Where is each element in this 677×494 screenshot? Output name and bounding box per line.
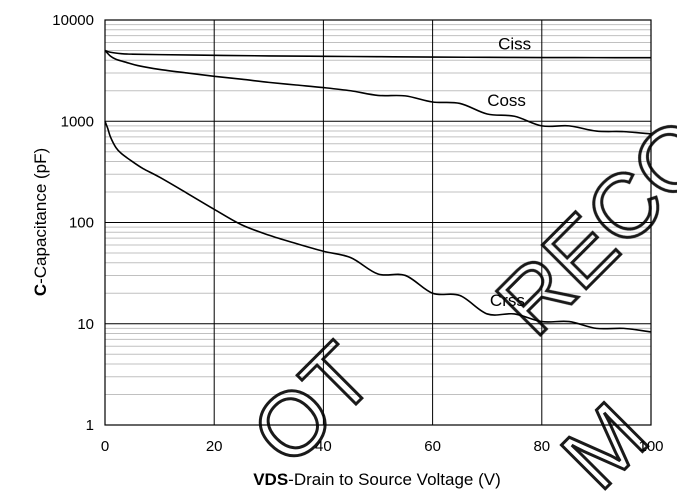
series-line-ciss <box>104 49 652 59</box>
x-tick-label: 0 <box>101 438 109 455</box>
x-tick-label: 100 <box>638 438 663 455</box>
y-axis-title: C-Capacitance (pF) <box>31 148 50 296</box>
series-label-crss: Crss <box>490 291 525 310</box>
plot-frame <box>104 19 652 426</box>
x-tick-label: 60 <box>424 438 441 455</box>
series-label-coss: Coss <box>487 91 526 110</box>
series-line-crss <box>104 120 652 333</box>
x-axis-title: VDS-Drain to Source Voltage (V) <box>253 470 501 489</box>
x-tick-label: 80 <box>533 438 550 455</box>
x-tick-label: 40 <box>315 438 332 455</box>
series-labels: Ciss Coss Crss <box>487 34 531 310</box>
tick-labels: 0 20 40 60 80 100 1 10 100 1000 10000 <box>52 12 663 455</box>
y-tick-label: 10 <box>77 316 94 333</box>
series-label-ciss: Ciss <box>498 34 531 53</box>
y-tick-label: 1000 <box>61 113 94 130</box>
series-line-coss <box>104 49 652 135</box>
grid-lines <box>104 19 652 426</box>
x-tick-label: 20 <box>206 438 223 455</box>
plot-border <box>104 19 652 426</box>
series-layer <box>104 49 652 333</box>
y-tick-label: 10000 <box>52 12 94 29</box>
y-tick-label: 100 <box>69 215 94 232</box>
y-tick-label: 1 <box>86 417 94 434</box>
